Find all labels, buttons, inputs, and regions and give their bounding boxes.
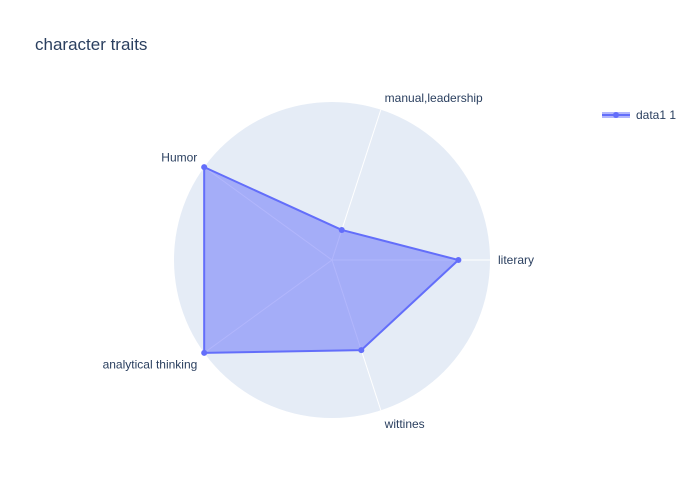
chart-title: character traits — [35, 35, 147, 54]
polar-plot-area: literary wittines analytical thinking Humor… — [103, 91, 534, 431]
axis-label-manual-leadership: manual,leadership — [385, 91, 483, 105]
data-point-humor[interactable] — [201, 164, 208, 171]
axis-label-literary: literary — [498, 253, 534, 267]
series-area — [203, 166, 460, 354]
axis-label-humor: Humor — [161, 151, 197, 165]
data-point-literary[interactable] — [455, 257, 462, 263]
data-point-wittines[interactable] — [358, 347, 365, 354]
angular-axis-labels: literary wittines analytical thinking Humor… — [103, 91, 534, 431]
series-layer — [201, 164, 462, 356]
legend-marker — [613, 112, 619, 118]
legend-entry-label: data1 1 — [636, 108, 676, 122]
legend[interactable]: data1 1 — [602, 108, 676, 122]
axis-label-wittines: wittines — [384, 417, 425, 431]
data-point-analytical-thinking[interactable] — [201, 349, 208, 356]
axis-label-analytical-thinking: analytical thinking — [103, 357, 198, 371]
data-point-manual-leadership[interactable] — [338, 226, 345, 233]
